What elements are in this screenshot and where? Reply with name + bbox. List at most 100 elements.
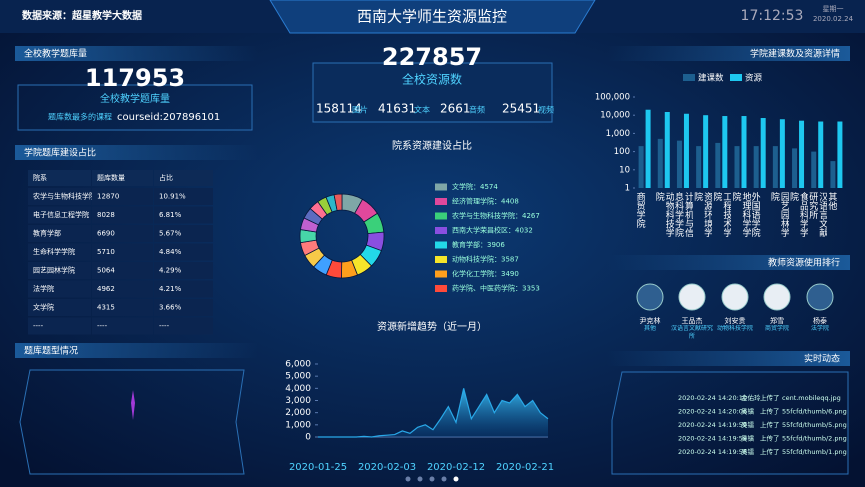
bar xyxy=(753,146,759,188)
table-cell-text: 5710 xyxy=(97,248,115,256)
legend-swatch[interactable] xyxy=(730,74,742,81)
table-cell xyxy=(28,299,91,316)
x-tick-label: 外国语学院 xyxy=(749,192,760,237)
bar xyxy=(799,120,805,188)
activity-time: 2020-02-24 14:19:59 xyxy=(678,421,747,429)
table-cell-text: 4.84% xyxy=(159,248,182,256)
resource-label: 全校资源数 xyxy=(402,72,462,87)
page-dot[interactable] xyxy=(453,476,459,482)
teacher-name: 尹克林 xyxy=(640,316,661,325)
legend-swatch[interactable] xyxy=(435,183,447,191)
panel-box xyxy=(611,371,849,475)
page-dot[interactable] xyxy=(405,476,411,482)
table-cell xyxy=(28,280,91,298)
teacher-dept-box: 法学院 xyxy=(811,325,829,332)
table-cell-text: 12870 xyxy=(97,193,119,201)
bar xyxy=(772,146,778,188)
y-tick-label: 4,000 xyxy=(285,384,311,394)
panel-box xyxy=(312,62,553,123)
x-tick-box: 动物科技学院 xyxy=(653,192,674,237)
donut-slice xyxy=(333,193,343,211)
avatar[interactable] xyxy=(806,283,834,311)
bar xyxy=(722,116,728,188)
x-tick-box: 地理科学学院 xyxy=(730,192,751,237)
radar-shape xyxy=(131,390,135,420)
table-cell-text: 5.67% xyxy=(159,230,182,238)
table-cell-text: 4.21% xyxy=(159,285,182,293)
activity-file: 55fcfd/thumb/1.png xyxy=(782,448,847,456)
bar xyxy=(703,115,709,188)
legend-swatch[interactable] xyxy=(435,227,447,234)
legend-label: 资源 xyxy=(745,73,763,84)
bar xyxy=(734,146,740,188)
x-tick-box: 园艺园林学院 xyxy=(768,192,789,237)
table-cell xyxy=(28,206,91,224)
table-cell xyxy=(154,317,213,335)
bar xyxy=(837,121,843,188)
teacher-dept: 商贸学院 xyxy=(764,325,789,332)
teacher-name: 杨泰 xyxy=(813,316,827,325)
y-tick-label: 2,000 xyxy=(285,408,311,418)
legend-swatch[interactable] xyxy=(683,74,695,81)
y-tick-label: 10 xyxy=(619,165,630,175)
activity-time: 2020-02-24 14:19:59 xyxy=(678,435,747,443)
panel-box xyxy=(17,84,253,131)
page-dot[interactable] xyxy=(417,476,423,482)
legend-label: 农学与生物科技学院：4267 xyxy=(452,211,540,220)
table-header-cell xyxy=(154,170,213,186)
activity-file: 55fcfd/thumb/5.png xyxy=(782,421,847,429)
legend-swatch[interactable] xyxy=(435,285,447,292)
x-tick-label: 园艺园林学院 xyxy=(768,192,789,237)
y-tick-label: 5,000 xyxy=(285,372,311,382)
avatar[interactable] xyxy=(678,283,706,311)
top-course: courseid:207896101 xyxy=(117,112,220,123)
teacher-dept: 汉语言文献研究所 xyxy=(671,325,713,340)
date: 2020.02.24 xyxy=(813,15,854,23)
x-tick-label: 地理科学学院 xyxy=(730,192,751,237)
table-cell xyxy=(28,317,91,335)
activity-user: 吴镭 xyxy=(741,407,755,416)
header-center xyxy=(269,0,596,34)
legend-swatch[interactable] xyxy=(435,241,447,249)
area-fill xyxy=(318,388,548,437)
page-dot[interactable] xyxy=(441,476,447,482)
table-cell-text: 10.91% xyxy=(159,193,186,201)
bar xyxy=(696,146,702,188)
activity-file: 55fcfd/thumb/2.png xyxy=(782,435,847,443)
table-cell-text: 文学院 xyxy=(33,303,54,312)
y-tick-label: 1,000 xyxy=(606,129,630,139)
x-tick-label: 计算机与信息科学学院 xyxy=(672,192,693,237)
bar xyxy=(638,146,644,188)
table-cell-text: 6.81% xyxy=(159,211,182,219)
avatar[interactable] xyxy=(721,283,749,311)
table-cell xyxy=(92,206,153,224)
x-tick-label: 2020-02-12 xyxy=(427,462,485,473)
y-tick-label: 1,000 xyxy=(285,420,311,430)
legend-swatch[interactable] xyxy=(435,256,447,263)
legend-label: 经济管理学院：4408 xyxy=(452,197,519,206)
teacher-name: 刘安贵 xyxy=(725,316,746,325)
avatar[interactable] xyxy=(636,283,664,311)
bar xyxy=(657,138,663,188)
legend-swatch[interactable] xyxy=(435,212,447,220)
table-cell xyxy=(154,206,213,224)
table-cell xyxy=(154,188,213,205)
page-dot[interactable] xyxy=(429,476,435,482)
legend-swatch[interactable] xyxy=(435,198,447,205)
bar xyxy=(715,142,721,188)
panel-title: 院系资源建设占比 xyxy=(392,139,472,152)
panel-title: 题库题型情况 xyxy=(24,345,78,357)
table-cell-text: 5064 xyxy=(97,267,115,275)
stat-value: 25451 xyxy=(502,102,540,116)
x-tick-box: 计算机与信息科学学院 xyxy=(672,192,693,237)
panel-title: 实时动态 xyxy=(804,353,840,365)
panel-title: 资源新增趋势（近一月） xyxy=(377,320,487,333)
table-cell-text: 6690 xyxy=(97,230,115,238)
table-cell xyxy=(92,225,153,242)
x-tick-label: 动物科技学院 xyxy=(653,192,674,237)
panel-box xyxy=(19,369,245,475)
x-tick-box: 资源环境学院 xyxy=(692,192,712,237)
legend-swatch[interactable] xyxy=(435,270,447,278)
avatar[interactable] xyxy=(763,283,791,311)
table-header: 占比 xyxy=(159,173,173,182)
